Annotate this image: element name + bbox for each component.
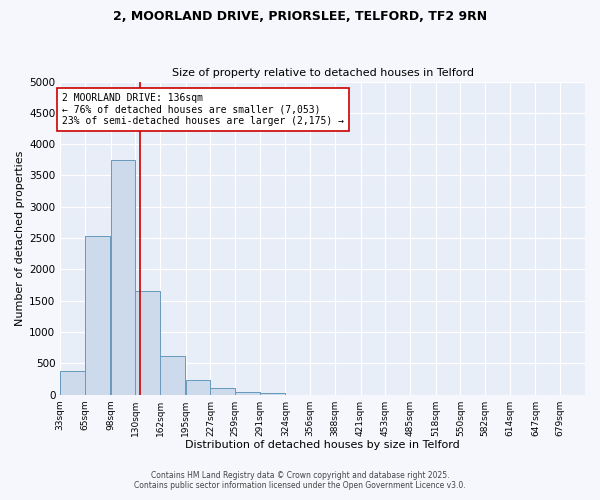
Bar: [185, 380, 211, 394]
Title: Size of property relative to detached houses in Telford: Size of property relative to detached ho…: [172, 68, 473, 78]
Bar: [235, 392, 260, 394]
Bar: [211, 388, 235, 394]
Bar: [110, 160, 136, 394]
Bar: [260, 392, 285, 394]
Bar: [60, 371, 85, 394]
Bar: [85, 236, 110, 394]
X-axis label: Distribution of detached houses by size in Telford: Distribution of detached houses by size …: [185, 440, 460, 450]
Text: 2, MOORLAND DRIVE, PRIORSLEE, TELFORD, TF2 9RN: 2, MOORLAND DRIVE, PRIORSLEE, TELFORD, T…: [113, 10, 487, 23]
Y-axis label: Number of detached properties: Number of detached properties: [15, 150, 25, 326]
Text: Contains HM Land Registry data © Crown copyright and database right 2025.
Contai: Contains HM Land Registry data © Crown c…: [134, 470, 466, 490]
Bar: [136, 292, 160, 395]
Bar: [160, 356, 185, 395]
Text: 2 MOORLAND DRIVE: 136sqm
← 76% of detached houses are smaller (7,053)
23% of sem: 2 MOORLAND DRIVE: 136sqm ← 76% of detach…: [62, 93, 344, 126]
